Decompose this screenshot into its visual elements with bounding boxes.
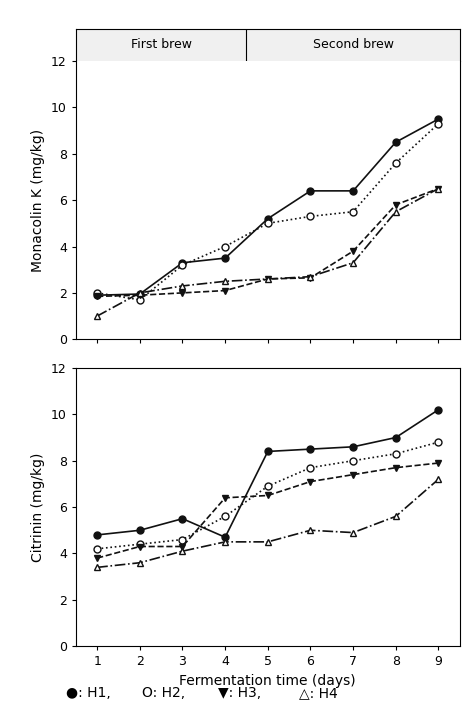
Text: First brew: First brew	[131, 38, 191, 52]
Y-axis label: Monacolin K (mg/kg): Monacolin K (mg/kg)	[31, 129, 46, 271]
Text: Second brew: Second brew	[313, 38, 393, 52]
Text: O: H2,: O: H2,	[142, 686, 185, 700]
Y-axis label: Citrinin (mg/kg): Citrinin (mg/kg)	[31, 452, 46, 561]
Text: △: H4: △: H4	[299, 686, 337, 700]
Text: ●: H1,: ●: H1,	[66, 686, 111, 700]
X-axis label: Fermentation time (days): Fermentation time (days)	[180, 673, 356, 688]
Text: ▼: H3,: ▼: H3,	[218, 686, 261, 700]
